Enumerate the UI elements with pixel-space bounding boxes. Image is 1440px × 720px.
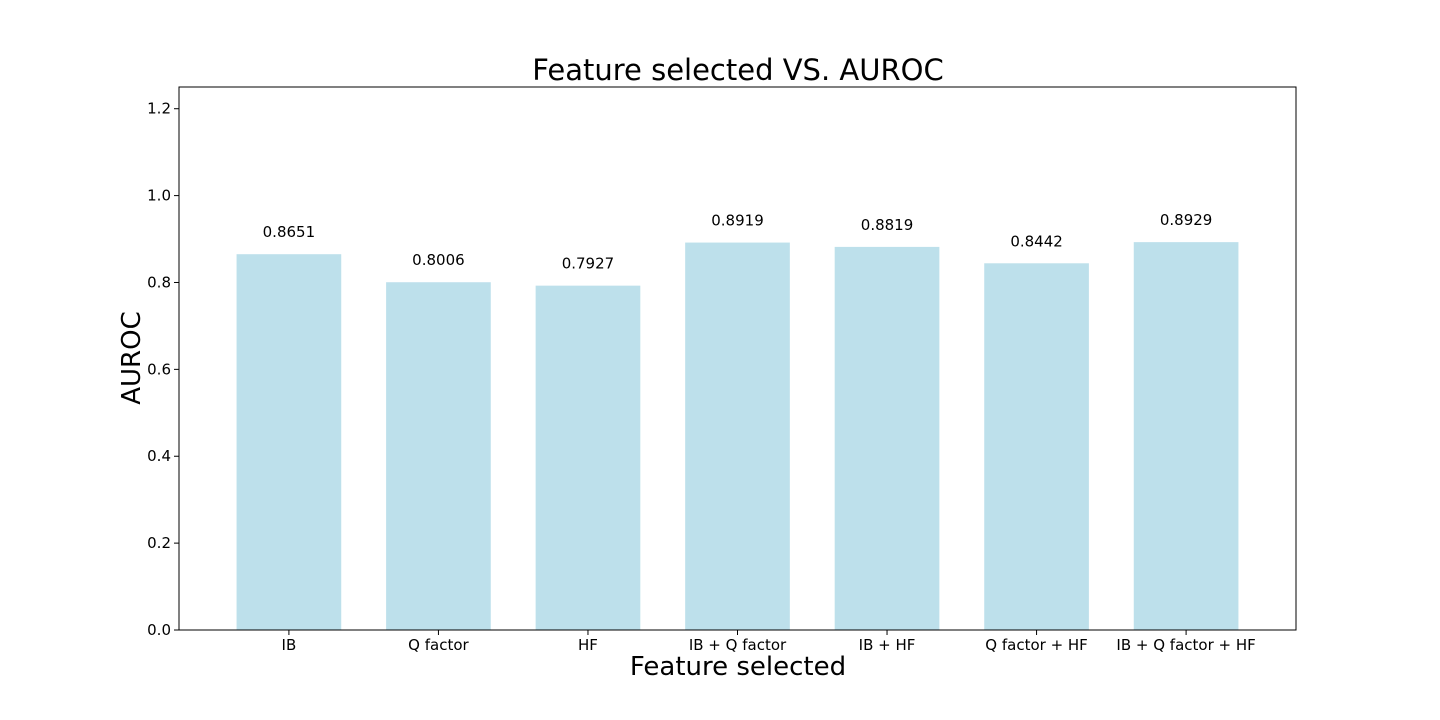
bar-5	[834, 246, 940, 630]
y-tick-label-4: 0.6	[147, 360, 171, 378]
value-label-4: 0.8919	[711, 212, 764, 230]
x-tick-label-5: IB + HF	[859, 636, 916, 654]
bar-2	[386, 282, 491, 630]
chart-title: Feature selected VS. AUROC	[532, 53, 943, 87]
y-axis-label: AUROC	[117, 311, 147, 405]
value-label-6: 0.8442	[1010, 232, 1063, 250]
x-tick-label-3: HF	[578, 636, 598, 654]
x-tick-label-2: Q factor	[408, 636, 469, 654]
value-label-3: 0.7927	[562, 255, 615, 273]
bar-1	[236, 254, 342, 630]
x-tick-label-4: IB + Q factor	[689, 636, 787, 654]
value-label-2: 0.8006	[412, 251, 465, 269]
y-tick-label-7: 1.2	[147, 100, 171, 118]
x-tick-label-6: Q factor + HF	[985, 636, 1088, 654]
y-tick-label-6: 1.0	[147, 187, 171, 205]
x-axis-label: Feature selected	[630, 652, 846, 682]
plot-frame	[178, 86, 1297, 631]
bar-3	[535, 285, 641, 630]
value-label-5: 0.8819	[861, 216, 914, 234]
value-label-1: 0.8651	[263, 223, 316, 241]
plot-area: 0.8651 IB 0.8006 Q factor 0.7927 HF 0.8919 IB +…	[147, 86, 1297, 654]
x-tick-label-1: IB	[282, 636, 297, 654]
x-tick-label-7: IB + Q factor + HF	[1116, 636, 1255, 654]
y-tick-label-3: 0.4	[147, 447, 171, 465]
y-tick-label-5: 0.8	[147, 273, 171, 291]
y-tick-label-2: 0.2	[147, 534, 171, 552]
bar-7	[1133, 242, 1239, 630]
value-label-7: 0.8929	[1160, 211, 1213, 229]
y-tick-label-1: 0.0	[147, 621, 171, 639]
bar-4	[685, 242, 790, 630]
bar-6	[984, 263, 1089, 630]
